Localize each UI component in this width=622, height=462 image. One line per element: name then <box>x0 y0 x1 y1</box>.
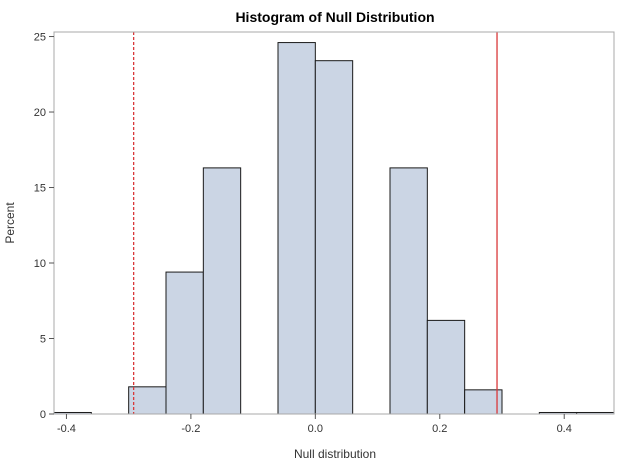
histogram-bar <box>165 271 204 415</box>
histogram-bar <box>277 42 316 415</box>
x-tick-label: 0.4 <box>557 423 572 435</box>
x-tick-label: -0.4 <box>57 423 76 435</box>
reference-lines-group <box>132 32 498 414</box>
y-axis: 0 5 10 15 20 25 <box>34 32 54 421</box>
x-axis-label: Null distribution <box>294 447 376 461</box>
chart-title: Histogram of Null Distribution <box>235 9 434 25</box>
y-tick-label: 15 <box>34 183 46 195</box>
x-axis: -0.4 -0.2 0.0 0.2 0.4 <box>57 414 572 435</box>
y-axis-label: Percent <box>3 202 17 244</box>
bars-group <box>53 42 615 415</box>
x-tick-label: 0.2 <box>432 423 447 435</box>
y-tick-label: 0 <box>40 409 46 421</box>
y-tick-label: 25 <box>34 32 46 44</box>
histogram-bar <box>314 60 354 415</box>
histogram-bar <box>426 319 466 415</box>
y-tick-label: 20 <box>34 107 46 119</box>
histogram-bar <box>389 167 428 415</box>
x-tick-label: -0.2 <box>181 423 200 435</box>
y-tick-label: 5 <box>40 334 46 346</box>
histogram-bar <box>202 167 242 415</box>
x-tick-label: 0.0 <box>308 423 323 435</box>
y-tick-label: 10 <box>34 258 46 270</box>
plot-frame <box>53 31 615 415</box>
